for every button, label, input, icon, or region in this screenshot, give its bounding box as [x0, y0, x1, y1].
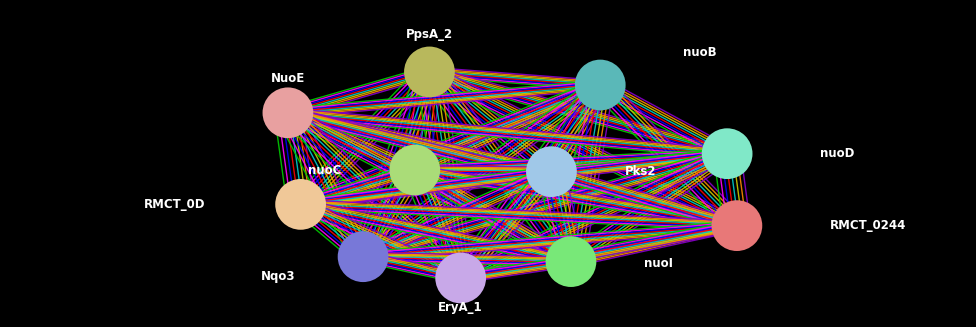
Text: nuoI: nuoI — [644, 257, 673, 270]
Text: RMCT_0D: RMCT_0D — [143, 198, 205, 211]
Text: Nqo3: Nqo3 — [261, 270, 296, 283]
Ellipse shape — [702, 128, 752, 179]
Ellipse shape — [526, 146, 577, 197]
Text: nuoB: nuoB — [683, 46, 716, 59]
Ellipse shape — [546, 236, 596, 287]
Text: nuoC: nuoC — [308, 164, 342, 177]
Text: PpsA_2: PpsA_2 — [406, 28, 453, 41]
Ellipse shape — [275, 179, 326, 230]
Ellipse shape — [263, 87, 313, 138]
Text: RMCT_0244: RMCT_0244 — [830, 219, 906, 232]
Text: EryA_1: EryA_1 — [438, 301, 483, 314]
Ellipse shape — [404, 46, 455, 97]
Text: NuoE: NuoE — [270, 72, 305, 85]
Ellipse shape — [338, 231, 388, 282]
Ellipse shape — [712, 200, 762, 251]
Ellipse shape — [435, 252, 486, 303]
Ellipse shape — [389, 145, 440, 196]
Ellipse shape — [575, 60, 626, 111]
Text: Pks2: Pks2 — [625, 165, 656, 178]
Text: nuoD: nuoD — [820, 147, 854, 160]
